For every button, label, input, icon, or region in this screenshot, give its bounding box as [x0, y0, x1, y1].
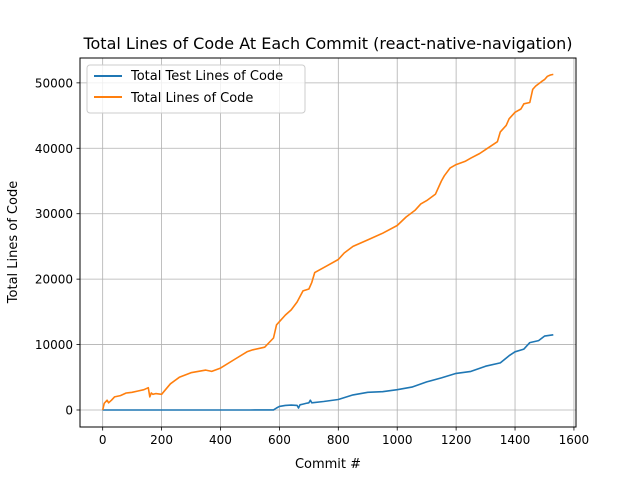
- chart-title: Total Lines of Code At Each Commit (reac…: [82, 34, 572, 53]
- series-line-total-loc: [101, 73, 554, 411]
- x-tick-label: 1200: [441, 433, 472, 447]
- grid-lines: [80, 58, 576, 427]
- x-tick-label: 600: [268, 433, 291, 447]
- y-tick-label: 10000: [35, 338, 73, 352]
- axis-ticks: 0 200 400 600 800 1000 1200 1400 1600 0 10000 20000…: [35, 76, 589, 447]
- legend-label-total: Total Lines of Code: [130, 91, 253, 106]
- plot-frame: [79, 57, 577, 428]
- x-tick-label: 800: [327, 433, 350, 447]
- legend: Total Test Lines of Code Total Lines of …: [86, 64, 306, 114]
- x-tick-label: 1000: [382, 433, 413, 447]
- x-tick-label: 0: [99, 433, 107, 447]
- y-tick-label: 30000: [35, 207, 73, 221]
- series-lines: [101, 73, 554, 411]
- y-tick-label: 0: [65, 403, 73, 417]
- legend-label-test: Total Test Lines of Code: [130, 69, 283, 84]
- x-tick-label: 200: [150, 433, 173, 447]
- y-axis-label: Total Lines of Code: [6, 181, 21, 304]
- series-line-test-loc: [102, 334, 554, 411]
- legend-box: [86, 64, 306, 114]
- x-tick-label: 1400: [500, 433, 531, 447]
- y-tick-label: 20000: [35, 273, 73, 287]
- x-tick-label: 400: [209, 433, 232, 447]
- y-tick-label: 50000: [35, 76, 73, 90]
- x-axis-label: Commit #: [295, 457, 361, 472]
- y-tick-label: 40000: [35, 142, 73, 156]
- x-tick-label: 1600: [559, 433, 590, 447]
